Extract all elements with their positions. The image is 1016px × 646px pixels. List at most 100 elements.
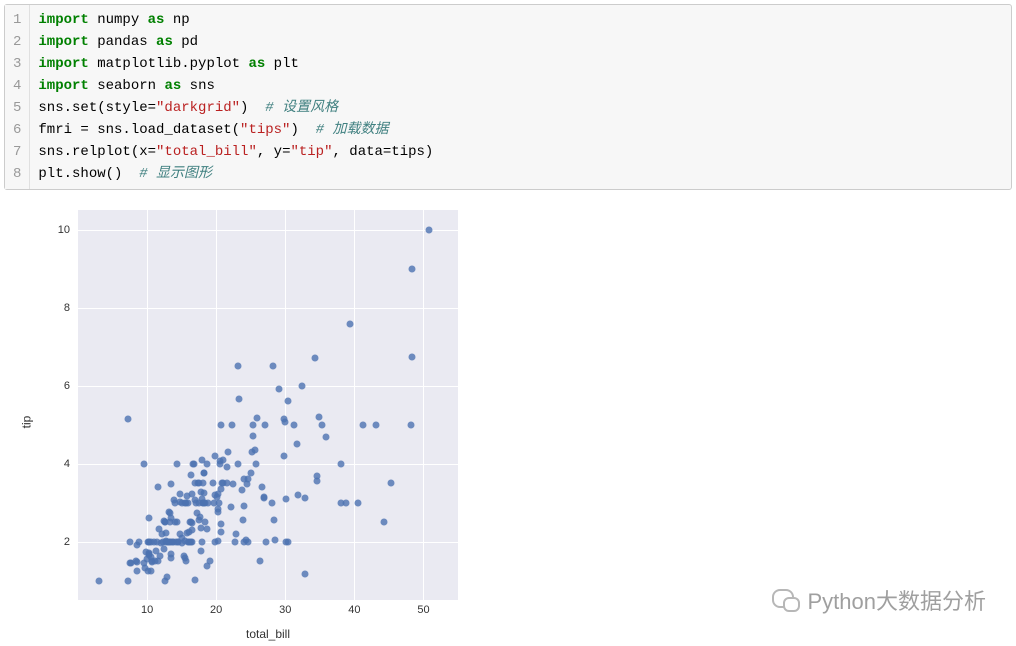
code-body[interactable]: import numpy as npimport pandas as pdimp… [30, 5, 1011, 189]
data-point [162, 577, 169, 584]
data-point [269, 363, 276, 370]
code-line[interactable]: sns.relplot(x="total_bill", y="tip", dat… [38, 141, 1003, 163]
data-point [302, 495, 309, 502]
data-point [171, 499, 178, 506]
data-point [149, 559, 156, 566]
code-line[interactable]: import seaborn as sns [38, 75, 1003, 97]
data-point [216, 460, 223, 467]
data-point [166, 510, 173, 517]
line-number: 8 [5, 163, 29, 185]
x-tick-label: 30 [279, 604, 291, 616]
data-point [229, 480, 236, 487]
x-tick-label: 20 [210, 604, 222, 616]
data-point [192, 577, 199, 584]
data-point [381, 519, 388, 526]
data-point [338, 460, 345, 467]
data-point [238, 487, 245, 494]
data-point [182, 499, 189, 506]
data-point [252, 460, 259, 467]
data-point [294, 441, 301, 448]
data-point [194, 509, 201, 516]
x-tick-label: 40 [348, 604, 360, 616]
data-point [204, 526, 211, 533]
y-tick-label: 2 [28, 536, 70, 548]
line-number: 7 [5, 141, 29, 163]
line-number: 6 [5, 119, 29, 141]
data-point [291, 421, 298, 428]
data-point [372, 421, 379, 428]
data-point [318, 421, 325, 428]
line-number: 5 [5, 97, 29, 119]
data-point [224, 463, 231, 470]
data-point [224, 448, 231, 455]
data-point [146, 515, 153, 522]
data-point [282, 538, 289, 545]
data-point [232, 531, 239, 538]
data-point [176, 530, 183, 537]
data-point [235, 363, 242, 370]
data-point [234, 460, 241, 467]
data-point [164, 538, 171, 545]
data-point [217, 421, 224, 428]
y-tick-label: 8 [28, 302, 70, 314]
data-point [408, 265, 415, 272]
data-point [144, 567, 151, 574]
data-point [314, 472, 321, 479]
code-line[interactable]: import pandas as pd [38, 31, 1003, 53]
data-point [253, 415, 260, 422]
data-point [236, 396, 243, 403]
data-point [188, 526, 195, 533]
y-tick-label: 4 [28, 458, 70, 470]
code-line[interactable]: import matplotlib.pyplot as plt [38, 53, 1003, 75]
x-axis-label: total_bill [78, 627, 458, 641]
data-point [96, 577, 103, 584]
data-point [244, 480, 251, 487]
data-point [211, 453, 218, 460]
scatter-points [78, 210, 458, 600]
line-number: 2 [5, 31, 29, 53]
data-point [240, 517, 247, 524]
y-tick-label: 6 [28, 380, 70, 392]
data-point [126, 538, 133, 545]
data-point [217, 520, 224, 527]
data-point [204, 460, 211, 467]
wechat-icon [772, 589, 798, 611]
data-point [408, 354, 415, 361]
data-point [199, 499, 206, 506]
y-tick-label: 10 [28, 224, 70, 236]
data-point [144, 538, 151, 545]
data-point [188, 490, 195, 497]
line-gutter: 12345678 [5, 5, 30, 189]
data-point [227, 504, 234, 511]
data-point [141, 460, 148, 467]
line-number: 1 [5, 9, 29, 31]
data-point [209, 479, 216, 486]
data-point [271, 516, 278, 523]
data-point [218, 529, 225, 536]
code-line[interactable]: import numpy as np [38, 9, 1003, 31]
data-point [260, 494, 267, 501]
data-point [203, 563, 210, 570]
data-point [134, 541, 141, 548]
data-point [426, 226, 433, 233]
code-line[interactable]: plt.show() # 显示图形 [38, 163, 1003, 185]
data-point [275, 385, 282, 392]
data-point [198, 548, 205, 555]
data-point [183, 558, 190, 565]
data-point [280, 452, 287, 459]
data-point [175, 538, 182, 545]
data-point [167, 554, 174, 561]
code-line[interactable]: sns.set(style="darkgrid") # 设置风格 [38, 97, 1003, 119]
data-point [133, 567, 140, 574]
data-point [240, 538, 247, 545]
scatter-chart: tip total_bill 1020304050 246810 [28, 202, 471, 642]
watermark: Python大数据分析 [772, 584, 987, 616]
data-point [177, 490, 184, 497]
data-point [322, 434, 329, 441]
data-point [200, 480, 207, 487]
data-point [159, 530, 166, 537]
code-line[interactable]: fmri = sns.load_dataset("tips") # 加载数据 [38, 119, 1003, 141]
data-point [262, 538, 269, 545]
data-point [355, 499, 362, 506]
data-point [187, 519, 194, 526]
